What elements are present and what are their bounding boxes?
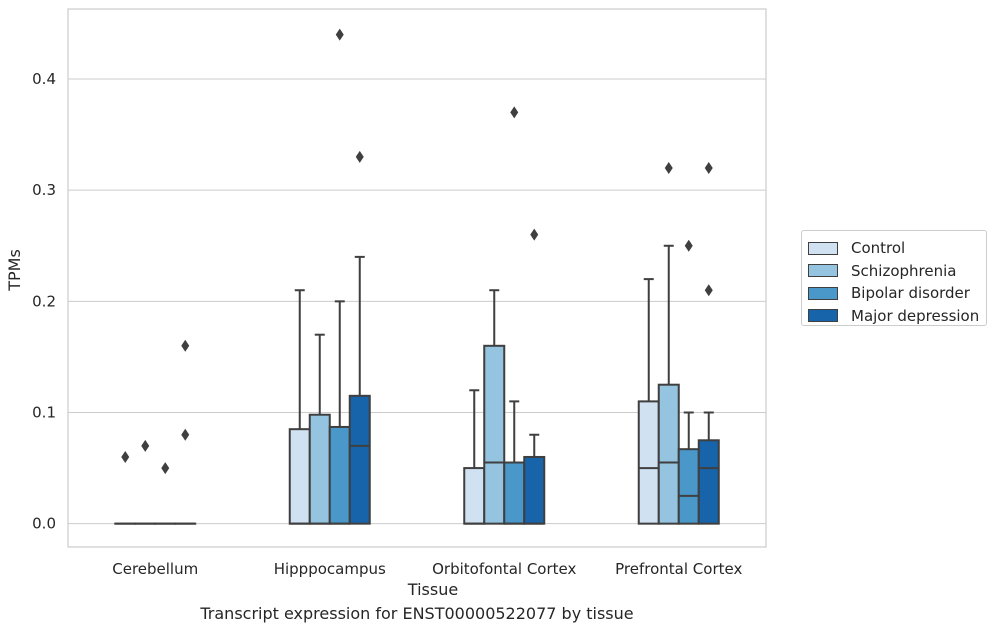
legend-label-bipolar-disorder: Bipolar disorder — [851, 284, 970, 303]
box-group — [348, 150, 371, 525]
legend-item-major-depression: Major depression — [808, 305, 986, 328]
box-group — [657, 161, 680, 525]
box — [657, 383, 680, 525]
legend-item-bipolar-disorder: Bipolar disorder — [808, 282, 986, 305]
y-tick-label: 0.2 — [32, 292, 56, 310]
x-tick-label: Cerebellum — [112, 560, 198, 578]
y-tick-label: 0.4 — [32, 70, 56, 88]
outlier-point — [704, 284, 713, 297]
box-group — [308, 333, 331, 525]
outlier-point — [510, 106, 519, 119]
x-tick-label: Orbitofontal Cortex — [432, 560, 576, 578]
box — [697, 439, 720, 525]
y-axis-label: TPMs — [5, 249, 24, 292]
box-group — [503, 106, 526, 525]
outlier-point — [181, 428, 190, 441]
outlier-point — [121, 450, 130, 463]
x-axis-label: Tissue — [407, 580, 458, 599]
outlier-point — [141, 439, 150, 452]
outlier-point — [530, 228, 539, 241]
outlier-point — [704, 161, 713, 174]
box-group — [697, 161, 720, 525]
outlier-point — [181, 339, 190, 352]
y-tick-label: 0.0 — [32, 515, 56, 533]
outlier-point — [161, 462, 170, 475]
legend-swatch-bipolar-disorder — [808, 286, 838, 300]
outlier-point — [664, 161, 673, 174]
y-tick-label: 0.3 — [32, 181, 56, 199]
box — [463, 467, 486, 525]
box — [288, 428, 311, 525]
box — [308, 413, 331, 525]
outlier-point — [684, 239, 693, 252]
outlier-point — [355, 150, 364, 163]
x-tick-label: Hipppocampus — [274, 560, 386, 578]
box-group — [483, 289, 506, 525]
box-group — [523, 228, 546, 525]
box-group — [174, 339, 197, 525]
x-tick-label: Prefrontal Cortex — [615, 560, 742, 578]
y-tick-label: 0.1 — [32, 404, 56, 422]
box — [348, 394, 371, 525]
legend-item-schizophrenia: Schizophrenia — [808, 260, 986, 283]
chart-caption: Transcript expression for ENST0000052207… — [200, 604, 634, 623]
box — [637, 400, 660, 525]
box — [328, 425, 351, 525]
legend-label-schizophrenia: Schizophrenia — [851, 261, 957, 280]
legend-label-major-depression: Major depression — [851, 306, 980, 325]
box-group — [134, 439, 157, 525]
box-group — [288, 289, 311, 525]
outlier-point — [335, 28, 344, 41]
box-group — [328, 28, 351, 525]
box — [677, 448, 700, 525]
box — [503, 461, 526, 525]
legend-label-control: Control — [851, 239, 906, 258]
box — [523, 455, 546, 525]
legend: Control Schizophrenia Bipolar disorder M… — [801, 230, 987, 326]
box — [483, 344, 506, 525]
legend-swatch-major-depression — [808, 309, 838, 323]
legend-swatch-control — [808, 241, 838, 255]
legend-swatch-schizophrenia — [808, 264, 838, 278]
legend-item-control: Control — [808, 237, 986, 260]
